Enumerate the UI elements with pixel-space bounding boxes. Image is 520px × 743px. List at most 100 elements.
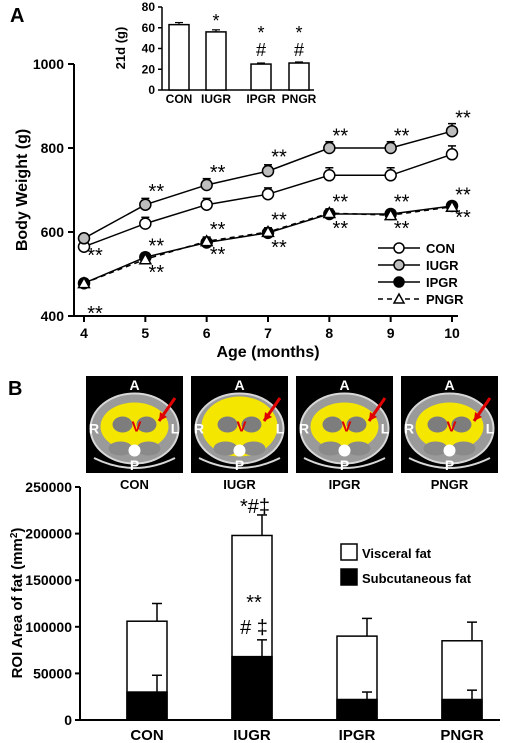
inset-bar-pngr [288, 62, 310, 91]
x-tick-label: 4 [80, 325, 88, 341]
ct-image-caption: PNGR [431, 477, 469, 492]
inset-y-tick-label: 0 [148, 83, 155, 97]
ct-organ-left [112, 416, 133, 433]
ct-organ-lower-left [213, 441, 238, 456]
legend-label-pngr: PNGR [426, 292, 464, 307]
y-tick-label: 800 [41, 140, 65, 156]
significance-marker: ** [455, 184, 471, 206]
ct-image-ipgr: A R V L P [296, 376, 393, 473]
ct-image-caption: IPGR [329, 477, 361, 492]
data-point-iugr [445, 124, 459, 138]
ct-label-visceral: V [236, 419, 246, 436]
b-x-tick-label: IPGR [339, 727, 376, 743]
ct-organ-lower-right [346, 441, 371, 456]
inset-y-tick-label: 40 [142, 42, 156, 56]
ct-label-left: L [276, 421, 285, 437]
inset-x-tick-label: CON [166, 92, 193, 106]
significance-marker: ** [210, 219, 226, 241]
ct-organ-lower-left [108, 441, 133, 456]
b-y-tick-label: 50000 [33, 665, 72, 681]
ct-label-visceral: V [341, 419, 351, 436]
significance-marker: ** [87, 245, 103, 267]
ct-fat-region [201, 396, 278, 457]
b-x-tick-label: PNGR [440, 727, 484, 743]
data-point-con [139, 217, 152, 230]
b-y-tick-label: 250000 [25, 479, 72, 495]
ct-table [198, 457, 281, 469]
red-arrowhead [159, 412, 167, 421]
data-point-iugr [261, 164, 275, 178]
red-arrowhead [369, 412, 377, 421]
ct-fat-region [100, 402, 169, 451]
data-point-pngr [383, 208, 398, 221]
bar-subcutaneous-fat-pngr [441, 698, 483, 721]
panel-label-a: A [10, 5, 24, 27]
inset-bar-iugr [205, 31, 227, 91]
bar-subcutaneous-fat-iugr [231, 655, 273, 721]
significance-marker: ** [333, 192, 349, 214]
data-point-iugr [200, 178, 213, 192]
inset-significance: # [256, 40, 266, 60]
legend-label-iugr: IUGR [426, 258, 459, 273]
b-y-tick-label: 100000 [25, 619, 72, 635]
ct-organ-lower-right [136, 441, 161, 456]
significance-marker: ** [455, 108, 471, 130]
ct-organ-left [427, 416, 448, 433]
legend-marker-iugr [393, 259, 405, 271]
significance-top: *#‡ [240, 496, 270, 518]
ct-fat-region [415, 402, 484, 451]
ct-organ-lower-left [318, 441, 343, 456]
x-tick-label: 10 [444, 325, 460, 341]
panel-label-b: B [8, 378, 22, 400]
significance-marker: ** [210, 244, 226, 266]
significance-marker: ** [271, 237, 287, 259]
x-tick-label: 7 [264, 325, 272, 341]
ct-label-left: L [486, 421, 495, 437]
ct-spine [233, 444, 246, 457]
b-y-tick-label: 150000 [25, 572, 72, 588]
ct-image-con: A R V L P [86, 376, 183, 473]
inset-significance: # [294, 40, 304, 60]
legend-marker-ipgr [393, 276, 405, 288]
inset-significance: * [295, 23, 302, 43]
inset-y-tick-label: 20 [142, 62, 156, 76]
legend-label-visceral-fat: Visceral fat [362, 546, 432, 561]
ct-image-pngr: A R V L P [401, 376, 498, 473]
ct-fat-region [310, 402, 379, 451]
ct-organ-right [241, 416, 262, 433]
ct-image-iugr: A R V L P [191, 376, 288, 473]
data-point-con [200, 198, 213, 211]
data-point-con [445, 148, 459, 161]
significance-marker: ** [149, 262, 165, 284]
x-tick-label: 9 [387, 325, 395, 341]
inset-y-tick-label: 80 [142, 0, 156, 14]
significance-marker: ** [394, 218, 410, 240]
significance-marker: ** [149, 181, 165, 203]
significance-inner: # ‡ [240, 617, 268, 639]
data-point-con [384, 169, 397, 182]
ct-label-anterior: A [444, 377, 454, 393]
data-point-con [323, 169, 336, 182]
ct-spine [443, 444, 456, 457]
legend-label-con: CON [426, 241, 455, 256]
ct-label-posterior: P [445, 457, 454, 473]
ct-table [408, 457, 491, 469]
ct-organ-right [136, 416, 157, 433]
y-axis-label: Body Weight (g) [14, 129, 31, 251]
ct-table [303, 457, 386, 469]
b-y-tick-label: 200000 [25, 526, 72, 542]
b-x-tick-label: CON [130, 727, 163, 743]
significance-marker: ** [271, 147, 287, 169]
x-axis-label: Age (months) [216, 344, 319, 361]
ct-label-left: L [381, 421, 390, 437]
significance-marker: ** [210, 162, 226, 184]
y-tick-label: 600 [41, 224, 65, 240]
ct-label-right: R [404, 421, 414, 437]
ct-image-caption: IUGR [223, 477, 256, 492]
ct-label-right: R [299, 421, 309, 437]
inset-significance: * [257, 23, 264, 43]
inset-bar-con [168, 23, 190, 91]
significance-marker: ** [333, 126, 349, 148]
b-y-tick-label: 0 [64, 712, 72, 728]
y-tick-label: 1000 [33, 56, 64, 72]
